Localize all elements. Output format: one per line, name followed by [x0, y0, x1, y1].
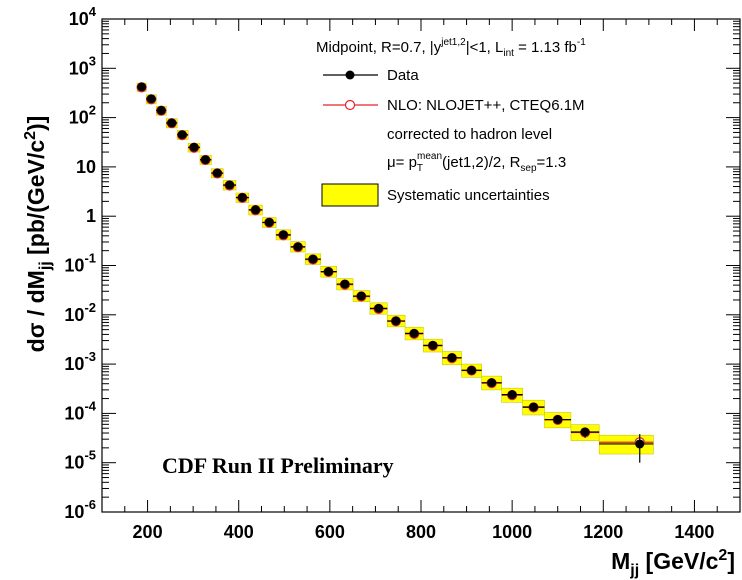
- data-point: [409, 328, 419, 338]
- y-tick-label: 102: [69, 103, 96, 128]
- data-point: [189, 142, 199, 152]
- data-point: [635, 439, 645, 449]
- x-axis-label: Mjj [GeV/c2]: [611, 547, 735, 579]
- y-tick-label: 10-2: [64, 300, 96, 325]
- y-tick-label: 10-1: [64, 251, 96, 276]
- data-point: [137, 82, 147, 92]
- data-point: [447, 353, 457, 363]
- y-axis-label: dσ / dMjj [pb/(GeV/c2)]: [22, 116, 54, 353]
- data-point: [177, 130, 187, 140]
- x-tick-label: 1200: [583, 522, 623, 542]
- data-point: [580, 427, 590, 437]
- y-tick-label: 103: [69, 53, 96, 78]
- data-layer: [137, 82, 654, 463]
- x-tick-label: 800: [406, 522, 436, 542]
- data-point: [487, 378, 497, 388]
- data-point: [356, 291, 366, 301]
- data-point: [507, 390, 517, 400]
- x-tick-label: 1000: [492, 522, 532, 542]
- y-tick-label: 10-6: [64, 497, 96, 522]
- x-tick-label: 1400: [674, 522, 714, 542]
- y-tick-label: 104: [69, 4, 97, 29]
- x-tick-label: 600: [315, 522, 345, 542]
- y-tick-label: 10: [76, 157, 96, 177]
- data-point: [146, 94, 156, 104]
- data-point: [264, 217, 274, 227]
- data-point: [278, 230, 288, 240]
- y-tick-label: 10-3: [64, 349, 96, 374]
- legend-nlo-marker: [344, 99, 356, 111]
- legend-syst-swatch: [321, 183, 379, 207]
- data-point: [428, 340, 438, 350]
- legend-scale-label: μ= pTmean(jet1,2)/2, Rsep=1.3: [387, 151, 566, 174]
- data-point: [156, 105, 166, 115]
- data-point: [200, 155, 210, 165]
- x-tick-label: 200: [133, 522, 163, 542]
- data-point: [237, 192, 247, 202]
- data-point: [467, 365, 477, 375]
- data-point: [293, 242, 303, 252]
- data-point: [553, 415, 563, 425]
- legend-nlo-note: corrected to hadron level: [387, 126, 552, 143]
- axes-layer: 200 400 600 800 1000 1200 1400 10-6 10-5 10-4 10-3…: [64, 4, 741, 542]
- x-tick-label: 400: [224, 522, 254, 542]
- legend-syst-label: Systematic uncertainties: [387, 187, 550, 204]
- legend: Midpoint, R=0.7, |yjet1,2|<1, Lint = 1.1…: [316, 37, 586, 207]
- data-point: [251, 205, 261, 215]
- legend-data-label: Data: [387, 67, 419, 84]
- data-point: [212, 168, 222, 178]
- y-tick-label: 10-4: [64, 398, 96, 423]
- legend-header: Midpoint, R=0.7, |yjet1,2|<1, Lint = 1.1…: [316, 37, 586, 59]
- data-point: [323, 267, 333, 277]
- data-point: [167, 118, 177, 128]
- legend-nlo-label: NLO: NLOJET++, CTEQ6.1M: [387, 97, 585, 114]
- systematic-band-box: [598, 434, 654, 455]
- data-point: [374, 303, 384, 313]
- y-tick-label: 1: [86, 206, 96, 226]
- preliminary-label: CDF Run II Preliminary: [162, 453, 394, 478]
- data-point: [340, 279, 350, 289]
- legend-data-marker: [345, 70, 355, 80]
- data-point: [529, 402, 539, 412]
- data-point: [225, 180, 235, 190]
- data-point: [308, 254, 318, 264]
- data-point: [391, 316, 401, 326]
- y-tick-label: 10-5: [64, 448, 96, 473]
